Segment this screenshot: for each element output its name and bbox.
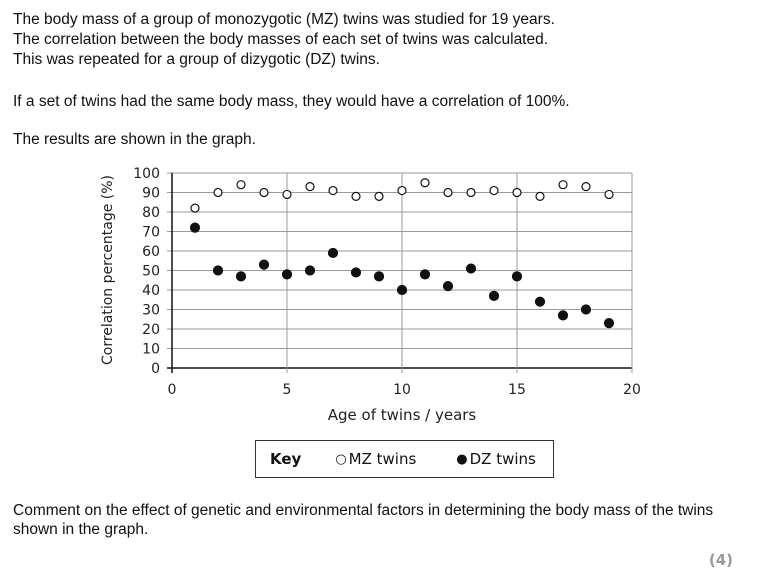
question: Comment on the effect of genetic and env… <box>13 502 714 538</box>
y-tick-label: 80 <box>142 205 160 221</box>
dz-point <box>488 290 500 301</box>
mz-point <box>489 185 499 196</box>
x-tick-label: 20 <box>623 382 641 398</box>
dz-point <box>235 271 247 282</box>
dz-point <box>304 265 316 276</box>
filled-circle-icon: ● <box>456 451 468 467</box>
dz-point <box>442 281 454 292</box>
mz-point <box>397 185 407 196</box>
x-tick-label: 10 <box>393 382 411 398</box>
scatter-chart: 0 10 20 30 40 50 60 70 80 90 100 0 5 10 15 20 Age of twi… <box>100 166 641 424</box>
dz-point <box>557 310 569 321</box>
mz-point <box>512 187 522 198</box>
mz-point <box>282 189 292 200</box>
y-tick-label: 0 <box>151 361 160 377</box>
y-tick-label: 10 <box>142 342 160 358</box>
x-tick-label: 0 <box>168 382 177 398</box>
intro-line-2: The correlation between the body masses … <box>13 31 549 48</box>
mz-point <box>420 178 430 188</box>
mz-point <box>443 187 453 198</box>
dz-point <box>350 267 362 278</box>
x-axis-label: Age of twins / years <box>328 406 477 424</box>
dz-point <box>212 265 224 276</box>
dz-point <box>258 259 270 270</box>
legend-title: Key <box>270 450 302 468</box>
dz-point <box>189 222 201 233</box>
legend-mz: MZ twins <box>348 450 417 468</box>
legend: Key ○ MZ twins ● DZ twins <box>255 440 554 478</box>
x-tick-label: 15 <box>508 382 526 398</box>
mz-point <box>305 182 315 192</box>
y-tick-label: 60 <box>142 244 160 260</box>
mz-point <box>374 191 384 201</box>
y-tick-label: 50 <box>142 264 160 280</box>
y-tick-label: 100 <box>133 166 160 182</box>
mz-point <box>558 180 568 190</box>
y-tick-label: 40 <box>142 283 160 299</box>
dz-point <box>373 271 385 282</box>
y-tick-label: 90 <box>142 186 160 202</box>
mz-point <box>535 191 545 201</box>
dz-point <box>580 304 592 315</box>
dz-point <box>327 247 339 259</box>
dz-point <box>465 263 477 274</box>
dz-point <box>419 269 431 280</box>
results-text: The results are shown in the graph. <box>13 131 256 148</box>
intro-line-1: The body mass of a group of monozygotic … <box>13 11 555 28</box>
dz-point <box>534 296 546 307</box>
marks: (4) <box>708 551 733 569</box>
mz-point <box>259 187 269 198</box>
mz-point <box>604 189 614 200</box>
y-tick-label: 70 <box>142 225 160 241</box>
mz-point <box>236 180 246 190</box>
y-tick-label: 20 <box>142 322 160 338</box>
legend-dz: DZ twins <box>469 450 536 468</box>
dz-point <box>603 318 615 329</box>
dz-point <box>396 284 408 296</box>
x-tick-label: 5 <box>283 382 292 398</box>
mz-point <box>328 185 338 196</box>
mz-point <box>351 191 361 201</box>
open-circle-icon: ○ <box>335 451 347 467</box>
mz-point <box>213 187 223 198</box>
mz-point <box>581 182 591 192</box>
mz-point <box>466 187 476 198</box>
y-tick-label: 30 <box>142 303 160 319</box>
mz-point <box>190 203 200 213</box>
dz-point <box>281 269 293 280</box>
statement: If a set of twins had the same body mass… <box>13 93 570 110</box>
intro-line-3: This was repeated for a group of dizygot… <box>13 51 380 68</box>
y-axis-label: Correlation percentage (%) <box>100 175 116 365</box>
dz-point <box>511 271 523 282</box>
